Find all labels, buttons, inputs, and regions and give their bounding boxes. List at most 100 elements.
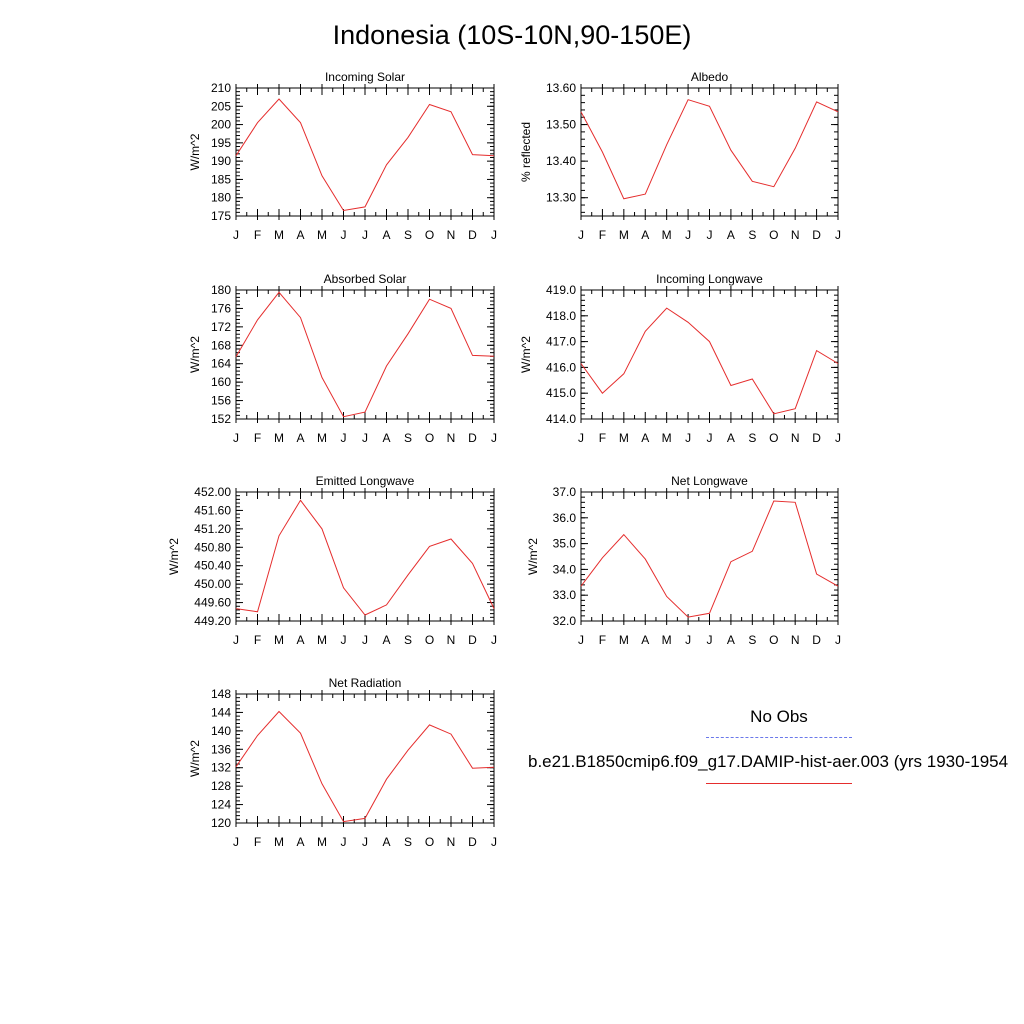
chart-title: Incoming Solar <box>325 70 405 84</box>
month-label: M <box>619 228 629 242</box>
legend-obs-line <box>706 737 852 738</box>
month-label: M <box>317 431 327 445</box>
y-tick-label: 140 <box>211 724 231 738</box>
month-label: A <box>641 228 649 242</box>
legend-obs-label: No Obs <box>750 707 808 726</box>
month-label: A <box>296 228 304 242</box>
y-tick-label: 450.00 <box>194 577 231 591</box>
month-label: J <box>341 431 347 445</box>
month-label: J <box>341 228 347 242</box>
chart-title: Net Radiation <box>329 676 402 690</box>
month-label: J <box>707 228 713 242</box>
y-tick-label: 132 <box>211 761 231 775</box>
plot-frame <box>235 693 495 824</box>
y-axis-label: W/m^2 <box>188 740 202 777</box>
month-label: S <box>404 835 412 849</box>
month-label: D <box>468 228 477 242</box>
legend-model-line <box>706 783 852 784</box>
month-label: J <box>835 633 841 647</box>
month-label: A <box>382 835 390 849</box>
y-tick-label: 414.0 <box>546 412 576 426</box>
chart-incoming-solar: Incoming Solar 175 180 185 190 195 200 205 210 J F… <box>188 70 497 242</box>
month-label: O <box>769 633 778 647</box>
month-label: O <box>425 228 434 242</box>
month-label: J <box>578 633 584 647</box>
y-tick-label: 450.40 <box>194 559 231 573</box>
month-label: S <box>748 633 756 647</box>
y-tick-label: 200 <box>211 118 231 132</box>
month-label: J <box>835 431 841 445</box>
month-label: A <box>641 431 649 445</box>
month-label: A <box>727 228 735 242</box>
month-label: J <box>362 835 368 849</box>
month-label: A <box>296 835 304 849</box>
month-label: F <box>254 228 261 242</box>
month-label: J <box>341 633 347 647</box>
month-label: O <box>425 633 434 647</box>
chart-incoming-longwave: Incoming Longwave 414.0 415.0 416.0 417.0 418… <box>519 272 841 445</box>
y-tick-label: 34.0 <box>553 562 577 576</box>
month-label: J <box>685 633 691 647</box>
y-axis-label: W/m^2 <box>167 538 181 575</box>
series-line-incoming-solar <box>235 98 495 212</box>
month-label: F <box>599 431 606 445</box>
month-label: D <box>812 228 821 242</box>
y-tick-label: 148 <box>211 687 231 701</box>
y-tick-label: 152 <box>211 412 231 426</box>
y-tick-label: 32.0 <box>553 614 577 628</box>
month-label: M <box>662 633 672 647</box>
month-label: J <box>362 431 368 445</box>
y-axis-label: W/m^2 <box>519 336 533 373</box>
y-tick-label: 190 <box>211 154 231 168</box>
y-axis-label: W/m^2 <box>526 538 540 575</box>
plot-frame <box>235 289 495 420</box>
month-label: N <box>791 633 800 647</box>
y-tick-label: 180 <box>211 191 231 205</box>
month-label: S <box>748 228 756 242</box>
month-label: A <box>296 633 304 647</box>
y-tick-label: 449.60 <box>194 596 231 610</box>
month-label: J <box>233 431 239 445</box>
month-label: M <box>662 431 672 445</box>
month-label: M <box>317 633 327 647</box>
y-tick-label: 36.0 <box>553 511 577 525</box>
month-label: J <box>362 228 368 242</box>
month-label: M <box>317 835 327 849</box>
plot-frame <box>580 491 839 622</box>
month-label: F <box>599 228 606 242</box>
month-label: A <box>382 633 390 647</box>
series-line-absorbed-solar <box>235 291 495 418</box>
month-label: J <box>233 633 239 647</box>
month-label: D <box>812 431 821 445</box>
series-line-net-radiation <box>235 710 495 823</box>
y-tick-label: 450.80 <box>194 540 231 554</box>
month-label: O <box>769 431 778 445</box>
month-label: M <box>662 228 672 242</box>
month-label: D <box>468 633 477 647</box>
y-tick-label: 37.0 <box>553 485 577 499</box>
y-tick-label: 419.0 <box>546 283 576 297</box>
series-line-net-longwave <box>580 500 839 618</box>
month-label: M <box>619 431 629 445</box>
chart-emitted-longwave: Emitted Longwave 449.20 449.60 450.00 450.40… <box>167 474 497 647</box>
y-tick-label: 417.0 <box>546 335 576 349</box>
month-label: J <box>233 835 239 849</box>
month-label: J <box>578 431 584 445</box>
month-label: N <box>447 228 456 242</box>
month-label: F <box>599 633 606 647</box>
month-label: J <box>491 228 497 242</box>
y-tick-label: 195 <box>211 136 231 150</box>
month-label: F <box>254 431 261 445</box>
chart-absorbed-solar: Absorbed Solar 152 156 160 164 168 172 176 180 J F… <box>188 272 497 445</box>
y-tick-label: 35.0 <box>553 537 577 551</box>
y-tick-label: 136 <box>211 742 231 756</box>
month-label: N <box>791 431 800 445</box>
month-label: J <box>362 633 368 647</box>
y-tick-label: 13.60 <box>546 81 576 95</box>
month-label: J <box>707 431 713 445</box>
month-label: A <box>727 633 735 647</box>
month-label: A <box>641 633 649 647</box>
month-label: M <box>274 228 284 242</box>
